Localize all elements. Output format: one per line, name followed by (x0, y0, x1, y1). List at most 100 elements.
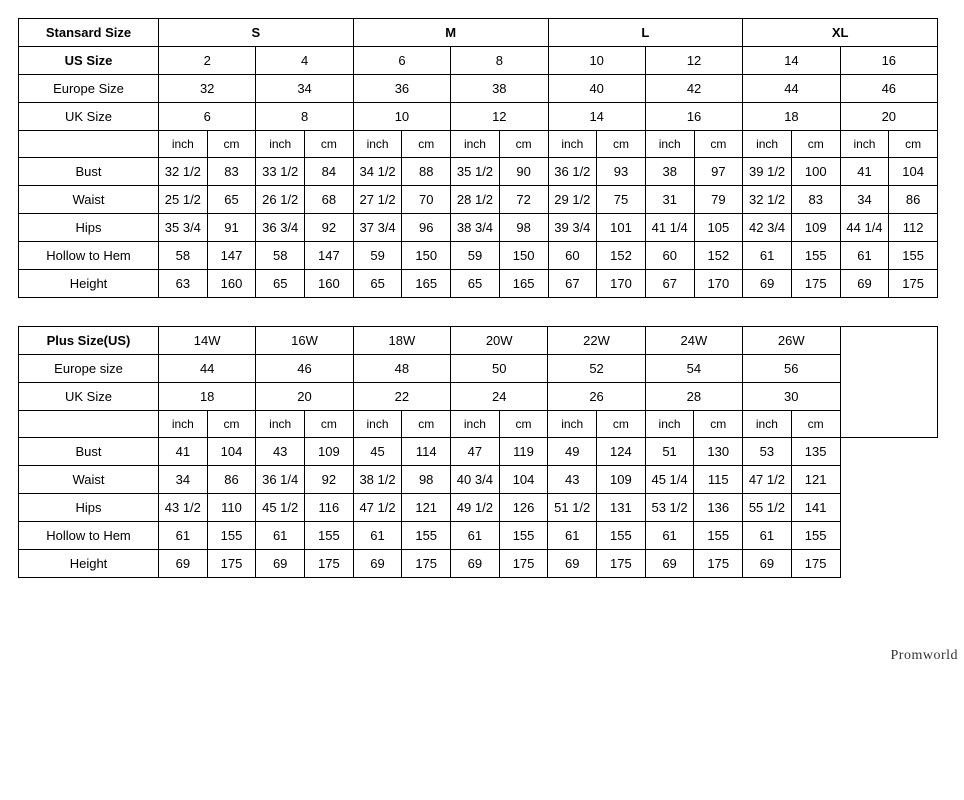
plus-uk-row: UK Size 18 20 22 24 26 28 30 (19, 383, 938, 411)
data-cell: 155 (305, 522, 354, 550)
data-cell: 41 1/4 (645, 214, 694, 242)
row-label: Bust (19, 438, 159, 466)
data-cell: 35 3/4 (159, 214, 208, 242)
unit-inch: inch (256, 411, 305, 438)
data-cell: 112 (889, 214, 938, 242)
row-label: Height (19, 550, 159, 578)
data-cell: 175 (791, 550, 840, 578)
data-cell: 53 1/2 (645, 494, 694, 522)
data-cell: 61 (645, 522, 694, 550)
data-cell: 130 (694, 438, 743, 466)
data-cell: 65 (451, 270, 500, 298)
unit-cm: cm (499, 411, 548, 438)
data-cell: 34 1/2 (353, 158, 402, 186)
data-cell: 152 (597, 242, 646, 270)
data-cell: 91 (207, 214, 256, 242)
unit-inch: inch (840, 131, 889, 158)
row-label: Hips (19, 494, 159, 522)
watermark: Promworld (891, 648, 959, 664)
data-cell: 155 (889, 242, 938, 270)
data-cell: 155 (499, 522, 548, 550)
data-cell: 45 (353, 438, 402, 466)
data-cell: 69 (353, 550, 402, 578)
data-cell: 101 (597, 214, 646, 242)
data-cell: 155 (207, 522, 256, 550)
data-cell: 114 (402, 438, 451, 466)
table-row: Height6917569175691756917569175691756917… (19, 550, 938, 578)
data-cell: 32 1/2 (159, 158, 208, 186)
data-cell: 27 1/2 (353, 186, 402, 214)
data-cell: 47 (451, 438, 500, 466)
unit-cm: cm (597, 131, 646, 158)
us-size-label: US Size (19, 47, 159, 75)
plus-unit-row: inchcm inchcm inchcm inchcm inchcm inchc… (19, 411, 938, 438)
unit-inch: inch (256, 131, 305, 158)
data-cell: 175 (889, 270, 938, 298)
plus-eu-cell: 46 (256, 355, 353, 383)
data-cell: 61 (743, 242, 792, 270)
size-S: S (159, 19, 354, 47)
unit-inch: inch (451, 131, 500, 158)
data-cell: 43 (548, 466, 597, 494)
data-cell: 59 (353, 242, 402, 270)
eu-cell: 34 (256, 75, 353, 103)
size-L: L (548, 19, 743, 47)
data-cell: 109 (597, 466, 646, 494)
data-cell: 136 (694, 494, 743, 522)
table-row: Hips35 3/49136 3/49237 3/49638 3/49839 3… (19, 214, 938, 242)
data-cell: 93 (597, 158, 646, 186)
data-cell: 68 (305, 186, 354, 214)
data-cell: 61 (743, 522, 792, 550)
data-cell: 155 (791, 242, 840, 270)
us-2: 2 (159, 47, 256, 75)
data-cell: 33 1/2 (256, 158, 305, 186)
data-cell: 45 1/2 (256, 494, 305, 522)
data-cell: 165 (499, 270, 548, 298)
data-cell: 79 (694, 186, 743, 214)
data-cell: 100 (791, 158, 840, 186)
data-cell: 29 1/2 (548, 186, 597, 214)
data-cell: 175 (791, 270, 840, 298)
row-label: Hollow to Hem (19, 242, 159, 270)
data-cell: 61 (256, 522, 305, 550)
us-4: 4 (256, 47, 353, 75)
plus-eu-cell: 48 (353, 355, 450, 383)
data-cell: 92 (305, 466, 354, 494)
data-cell: 61 (548, 522, 597, 550)
uk-size-row: UK Size 6 8 10 12 14 16 18 20 (19, 103, 938, 131)
row-label: Hips (19, 214, 159, 242)
us-8: 8 (451, 47, 548, 75)
data-cell: 86 (889, 186, 938, 214)
data-cell: 88 (402, 158, 451, 186)
unit-inch: inch (548, 131, 597, 158)
data-cell: 61 (353, 522, 402, 550)
data-cell: 41 (159, 438, 208, 466)
data-cell: 105 (694, 214, 743, 242)
data-cell: 36 1/2 (548, 158, 597, 186)
plus-uk-cell: 20 (256, 383, 353, 411)
size-XL: XL (743, 19, 938, 47)
data-cell: 36 1/4 (256, 466, 305, 494)
us-size-row: US Size 2 4 6 8 10 12 14 16 (19, 47, 938, 75)
data-cell: 175 (305, 550, 354, 578)
eu-cell: 32 (159, 75, 256, 103)
data-cell: 69 (840, 270, 889, 298)
data-cell: 58 (159, 242, 208, 270)
unit-inch: inch (743, 411, 792, 438)
row-label: Height (19, 270, 159, 298)
data-cell: 65 (207, 186, 256, 214)
unit-blank (19, 411, 159, 438)
data-cell: 119 (499, 438, 548, 466)
plus-eu-cell: 44 (159, 355, 256, 383)
eu-cell: 44 (743, 75, 840, 103)
uk-size-label: UK Size (19, 103, 159, 131)
data-cell: 28 1/2 (451, 186, 500, 214)
plus-size-cell: 22W (548, 327, 645, 355)
plus-eu-cell: 52 (548, 355, 645, 383)
plus-size-cell: 24W (645, 327, 742, 355)
data-cell: 26 1/2 (256, 186, 305, 214)
data-cell: 67 (645, 270, 694, 298)
data-cell: 69 (645, 550, 694, 578)
data-cell: 116 (305, 494, 354, 522)
data-cell: 38 3/4 (451, 214, 500, 242)
